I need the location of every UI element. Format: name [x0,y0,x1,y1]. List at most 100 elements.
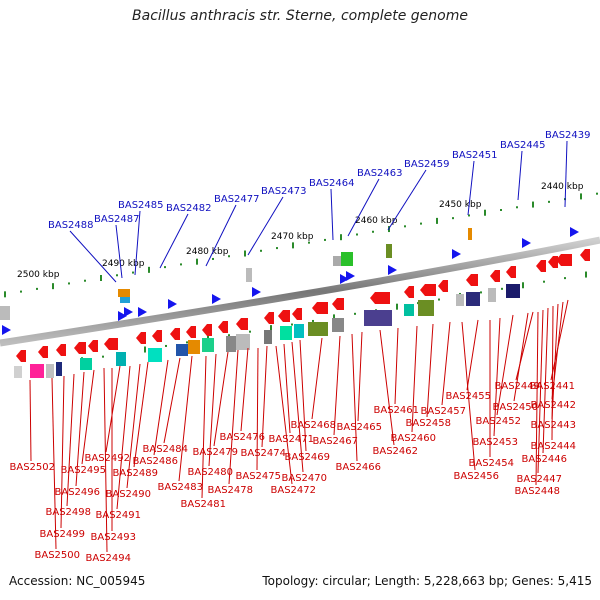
domain-box [386,244,392,258]
scale-tick [333,314,335,321]
scale-tick [468,214,470,217]
minus-strand-leader [201,355,207,499]
domain-box [176,344,188,356]
minus-strand-label: BAS2478 [208,485,254,496]
minus-strand-leader [133,361,149,468]
minus-gene-arrow [506,266,516,278]
topology-stats-text: Topology: circular; Length: 5,228,663 bp… [262,574,592,588]
domain-box [0,306,10,320]
minus-strand-leader [283,343,291,434]
minus-strand-label: BAS2494 [86,553,132,564]
scale-tick [132,271,134,274]
domain-box [226,336,236,352]
plus-gene-arrow [2,325,11,335]
scale-tick [340,234,342,241]
minus-gene-arrow [548,256,558,268]
minus-gene-arrow [404,286,414,298]
domain-box [341,252,353,266]
scale-tick [354,312,356,315]
domain-box [418,300,434,316]
domain-box [333,256,341,266]
scale-tick [372,230,374,233]
minus-strand-leader [116,365,131,510]
minus-strand-label: BAS2499 [40,529,86,540]
minus-strand-label: BAS2465 [337,422,383,433]
minus-strand-label: BAS2450 [493,402,539,413]
minus-strand-leader [75,371,85,487]
scale-tick [196,258,198,265]
plus-strand-labels: BAS2439BAS2445BAS2451BAS2459BAS2463BAS24… [48,130,591,231]
minus-gene-arrow [370,292,390,304]
plus-strand-leaders [69,140,568,283]
minus-gene-arrow [236,318,248,330]
plus-strand-leader [564,140,568,208]
domain-box [56,362,62,376]
plus-gene-arrow [212,294,221,304]
scale-tick [452,217,454,220]
scale-labels: 2440 kbp 2450 kbp 2460 kbp 2470 kbp 2480 kbp… [17,182,584,280]
scale-tick [52,283,54,290]
scale-tick [102,355,104,358]
minus-strand-leader [441,321,451,406]
domain-box [364,310,392,326]
minus-strand-label: BAS2455 [446,391,492,402]
minus-strand-leader [550,299,569,381]
minus-strand-leader [213,351,229,447]
scale-tick [164,266,166,269]
genome-backbone [0,236,600,347]
minus-strand-label: BAS2490 [106,489,152,500]
minus-strand-leader [240,347,249,432]
minus-gene-arrow [264,312,274,324]
minus-strand-leader [103,367,108,553]
plus-strand-label: BAS2487 [94,214,140,225]
minus-strand-leader [535,311,539,486]
minus-gene-arrow [38,346,48,358]
scale-tick [186,341,188,344]
scale-tick [100,275,102,281]
plus-strand-label: BAS2485 [118,200,164,211]
domain-box [264,330,272,344]
minus-gene-arrow [104,338,118,350]
minus-strand-label: BAS2449 [495,381,541,392]
plus-gene-arrow [522,238,531,248]
scale-tick [438,298,440,301]
domain-box [80,358,92,370]
domain-box [404,304,414,316]
plus-strand-leader [347,178,380,237]
minus-strand-label: BAS2453 [473,437,519,448]
minus-strand-label: BAS2466 [336,462,382,473]
domain-box [294,324,304,338]
minus-strand-label: BAS2480 [188,467,234,478]
plus-strand-leader [159,213,189,269]
minus-strand-label: BAS2448 [515,486,561,497]
minus-strand-label: BAS2495 [61,465,107,476]
minus-strand-leader [228,349,239,485]
minus-strand-label: BAS2442 [531,400,577,411]
minus-strand-label: BAS2458 [406,418,452,429]
minus-strand-genes [16,249,590,362]
domain-box [280,326,292,340]
minus-gene-arrow [186,326,196,338]
minus-strand-label: BAS2484 [143,444,189,455]
minus-strand-leader [275,345,293,485]
minus-strand-leader [153,359,169,456]
plus-strand-label: BAS2459 [404,159,450,170]
scale-tick [36,287,38,290]
plus-gene-arrow [168,299,177,309]
scale-tick [148,266,150,273]
scale-tick [4,291,6,298]
minus-strand-leader [163,357,181,444]
minus-strand-leader [60,375,65,529]
scale-tick [564,277,566,280]
minus-strand-label: BAS2500 [35,550,81,561]
plus-strand-leader [467,160,475,216]
minus-strand-label: BAS2493 [91,532,137,543]
minus-strand-leader [551,305,554,441]
plus-strand-label: BAS2451 [452,150,498,161]
scale-tick [396,303,398,310]
minus-strand-label: BAS2443 [531,420,577,431]
scale-tick [596,192,598,195]
scale-tick [580,193,582,200]
scale-tick [292,242,294,249]
